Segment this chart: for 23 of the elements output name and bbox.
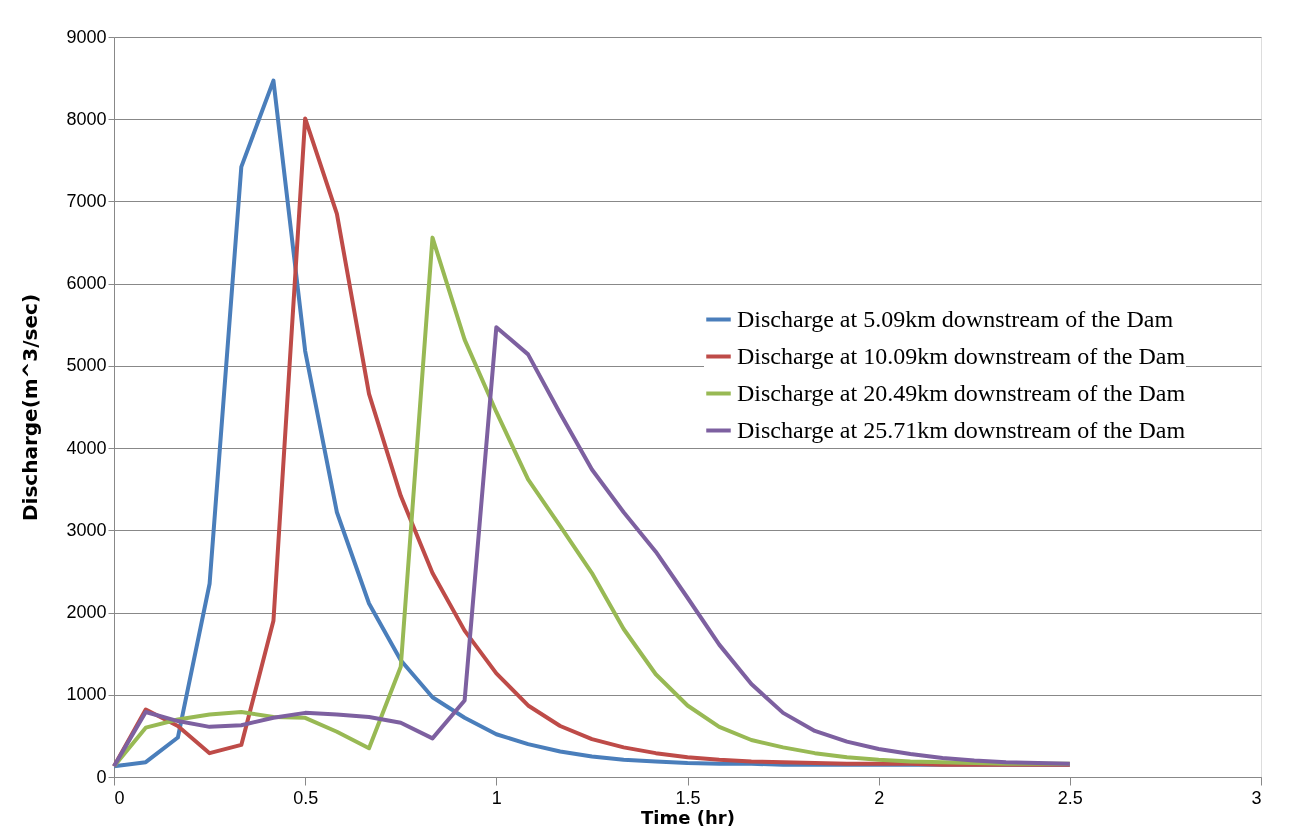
y-tick-label: 1000: [66, 684, 107, 705]
x-tick-label: 1.5: [675, 787, 701, 808]
y-tick-label: 8000: [66, 108, 107, 129]
y-tick-label: 5000: [66, 355, 107, 376]
y-tick-label: 0: [96, 766, 107, 787]
y-tick-label: 7000: [66, 190, 107, 211]
legend-label: Discharge at 10.09km downstream of the Dam: [737, 342, 1186, 369]
x-tick-label: 2.5: [1057, 787, 1083, 808]
x-tick-label: 0.5: [293, 787, 319, 808]
y-tick-label: 3000: [66, 519, 107, 540]
y-axis-title: Discharge(m^3/sec): [18, 293, 43, 522]
y-tick-label: 2000: [66, 602, 107, 623]
x-axis-title: Time (hr): [641, 806, 735, 828]
x-tick-label: 2: [874, 787, 885, 808]
legend-label: Discharge at 25.71km downstream of the Dam: [737, 416, 1186, 443]
y-tick-label: 9000: [66, 26, 107, 47]
legend-label: Discharge at 20.49km downstream of the Dam: [737, 379, 1186, 406]
x-tick-label: 0: [114, 787, 125, 808]
y-tick-label: 6000: [66, 273, 107, 294]
y-tick-label: 4000: [66, 437, 107, 458]
x-tick-label: 3: [1251, 787, 1262, 808]
legend-label: Discharge at 5.09km downstream of the Dam: [737, 305, 1174, 332]
x-tick-label: 1: [491, 787, 502, 808]
